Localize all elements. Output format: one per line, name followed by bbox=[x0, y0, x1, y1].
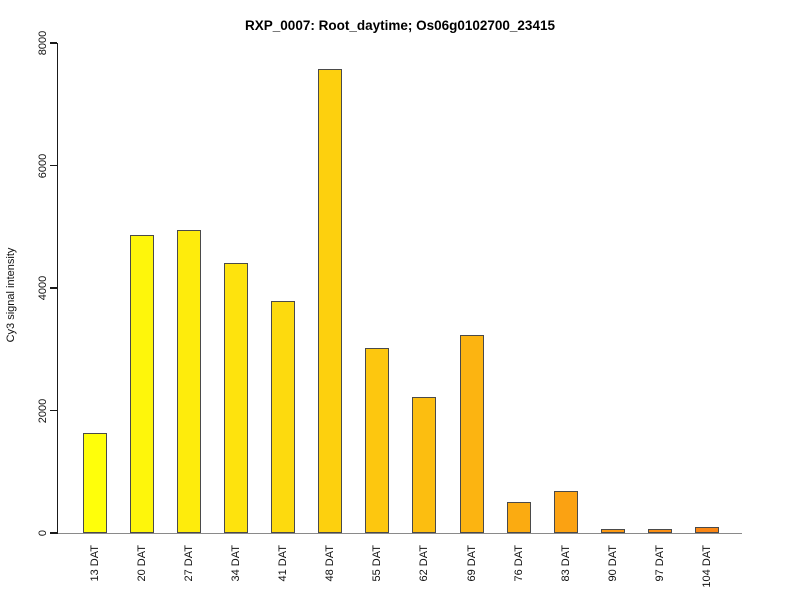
x-axis-baseline bbox=[50, 532, 742, 534]
bar-48-dat bbox=[318, 69, 343, 533]
x-axis-tick-label: 83 DAT bbox=[559, 545, 572, 582]
y-axis-tick bbox=[50, 532, 57, 534]
x-axis-tick-label: 62 DAT bbox=[418, 545, 431, 582]
x-axis-tick-label: 20 DAT bbox=[135, 545, 148, 582]
bar-62-dat bbox=[412, 397, 437, 533]
y-axis-tick-label: 8000 bbox=[37, 30, 49, 56]
y-axis-tick bbox=[50, 164, 57, 167]
x-axis-tick-label: 55 DAT bbox=[371, 545, 384, 582]
bar-55-dat bbox=[365, 348, 390, 533]
chart-title: RXP_0007: Root_daytime; Os06g0102700_234… bbox=[245, 18, 555, 33]
y-axis-tick-label: 2000 bbox=[37, 398, 49, 423]
x-axis-tick-label: 41 DAT bbox=[277, 545, 290, 582]
bar-20-dat bbox=[129, 235, 154, 533]
x-axis-tick-label: 104 DAT bbox=[701, 545, 713, 588]
bar-76-dat bbox=[506, 501, 531, 533]
y-axis-line bbox=[57, 43, 59, 534]
bar-13-dat bbox=[82, 433, 107, 533]
x-axis-tick-label: 13 DAT bbox=[88, 545, 101, 582]
y-axis-tick-label: 6000 bbox=[37, 153, 49, 178]
bar-97-dat bbox=[647, 529, 672, 533]
x-axis-tick-label: 69 DAT bbox=[465, 545, 478, 582]
y-axis-tick-label: 4000 bbox=[37, 275, 49, 301]
x-axis-tick-label: 90 DAT bbox=[606, 545, 619, 582]
x-axis-tick-label: 48 DAT bbox=[324, 545, 337, 582]
bar-41-dat bbox=[271, 301, 296, 533]
x-axis-tick-label: 27 DAT bbox=[182, 545, 195, 582]
x-axis-tick-label: 34 DAT bbox=[230, 545, 242, 582]
bar-83-dat bbox=[553, 490, 578, 533]
bar-69-dat bbox=[459, 334, 484, 533]
bar-27-dat bbox=[176, 229, 201, 533]
bar-34-dat bbox=[224, 262, 248, 533]
y-axis-tick bbox=[50, 42, 57, 44]
x-axis-tick-label: 76 DAT bbox=[512, 545, 525, 582]
bar-90-dat bbox=[600, 529, 625, 533]
bar-104-dat bbox=[695, 526, 719, 533]
y-axis-tick-label: 0 bbox=[37, 529, 49, 537]
y-axis-tick bbox=[50, 409, 57, 412]
y-axis-label: Cy3 signal intensity bbox=[5, 247, 17, 343]
y-axis-tick bbox=[50, 287, 57, 289]
x-axis-tick-label: 97 DAT bbox=[653, 545, 666, 582]
